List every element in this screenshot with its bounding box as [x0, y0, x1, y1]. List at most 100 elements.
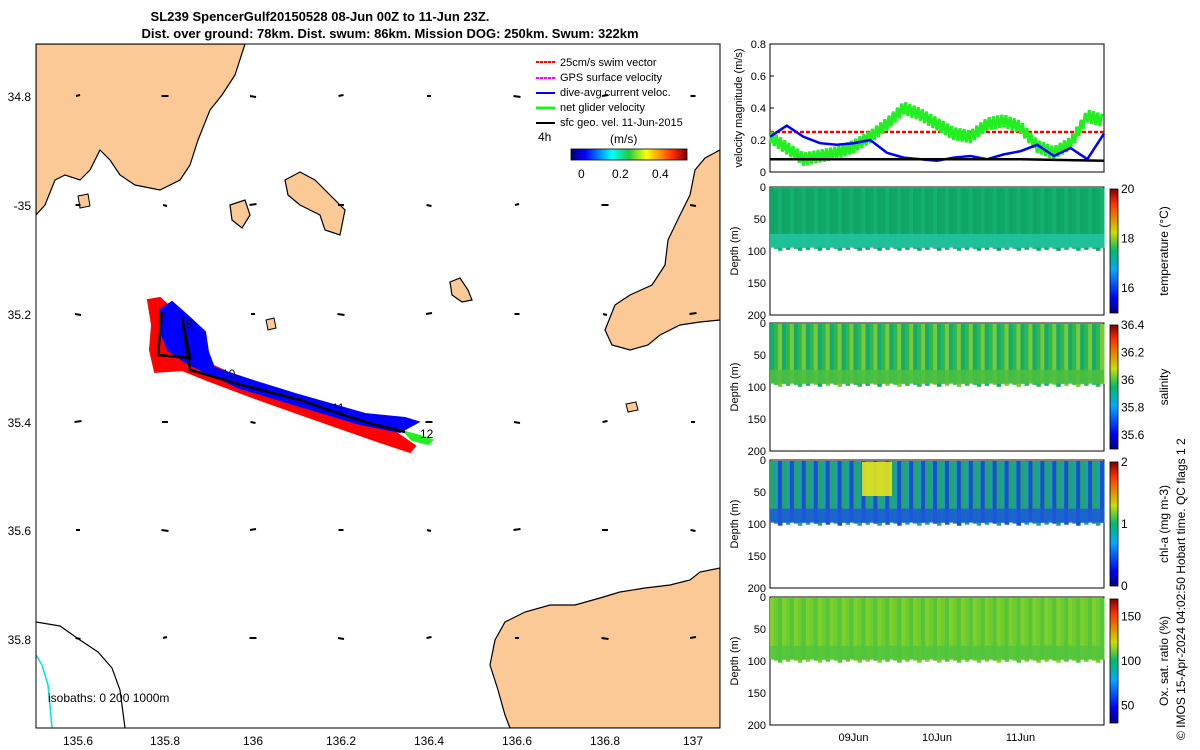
depth-tick: 0 — [760, 182, 766, 194]
section-data-column — [925, 188, 930, 250]
track-day-label: 10 — [222, 367, 236, 381]
section-data-column — [865, 188, 870, 250]
geo-arrow — [337, 313, 345, 316]
section-data-column — [984, 324, 990, 386]
section-data-column — [988, 461, 994, 522]
section-data-column — [893, 461, 898, 524]
section-data-column — [821, 598, 827, 660]
section-data-column — [980, 324, 986, 384]
geo-arrow — [74, 313, 82, 316]
section-data-column — [996, 598, 1002, 663]
colorbar-label: chl-a (mg m-3) — [1157, 485, 1171, 563]
sfc-geo-velocity-arrows — [74, 94, 697, 640]
section-data-column — [833, 188, 839, 249]
section-data-column — [857, 188, 862, 251]
section-data-column — [885, 188, 890, 250]
interval-label: 4h — [538, 130, 551, 144]
depth-axis-label: Depth (m) — [729, 637, 741, 686]
colorbar-tick: 20 — [1121, 182, 1135, 196]
section-data-column — [805, 461, 811, 525]
section-data-column — [1004, 324, 1010, 386]
section-data-column — [1064, 598, 1069, 662]
depth-tick: 100 — [748, 382, 766, 394]
section-data-column — [1076, 461, 1081, 526]
section-data-column — [956, 324, 962, 387]
section-data-column — [881, 324, 886, 384]
section-data-column — [853, 188, 858, 249]
section-data-column — [996, 188, 1002, 251]
section-data-column — [909, 461, 914, 522]
section-data-column — [809, 324, 815, 383]
section-data-column — [877, 598, 882, 663]
section-data-column — [793, 324, 799, 385]
section-data-column — [913, 188, 918, 249]
velocity-series — [768, 102, 1106, 166]
section-data-column — [797, 188, 803, 251]
section-data-column — [940, 598, 946, 660]
section-data-column — [853, 324, 858, 385]
legend-entry-dive-avg: dive-avg current veloc. — [536, 87, 671, 99]
depth-tick: 0 — [760, 592, 766, 604]
depth-tick: 0 — [760, 318, 766, 330]
section-data-column — [1028, 324, 1033, 383]
geo-arrow — [162, 636, 168, 639]
section-data-column — [1072, 598, 1077, 661]
section-data-column — [921, 461, 926, 523]
section-data-column — [980, 461, 986, 523]
section-data-column — [889, 598, 894, 659]
section-data-column — [897, 461, 902, 526]
section-data-column — [1092, 598, 1097, 661]
geo-arrow — [514, 203, 520, 206]
geo-arrow — [75, 637, 81, 640]
land-island — [625, 401, 639, 413]
section-data-column — [781, 461, 787, 523]
isobaths-label: isobaths: 0 200 1000m — [48, 691, 169, 705]
section-data-column — [849, 188, 854, 247]
section-data-column — [805, 598, 811, 662]
section-data-column — [1060, 598, 1065, 660]
section-data-column — [1040, 461, 1045, 523]
section-data-column — [833, 324, 839, 385]
section-data-column — [845, 598, 851, 662]
section-data-column — [944, 324, 950, 386]
section-data-column — [1060, 324, 1065, 384]
section-data-column — [813, 598, 819, 661]
section-data-column — [1088, 461, 1093, 522]
section-data-column — [976, 188, 982, 251]
map-panel: 9 10 11 12 25cm/s swim vector GPS surfac… — [8, 43, 721, 748]
section-data-column — [1068, 461, 1073, 522]
depth-tick: 50 — [754, 487, 766, 499]
section-data-column — [825, 598, 831, 662]
section-data-column — [1056, 188, 1061, 251]
land-east-coast — [604, 149, 720, 351]
section-panel-3: 0 50 100 150 200 Depth (m) 50 100 150 Ox. sat. ra… — [729, 592, 1171, 732]
section-data-column — [917, 188, 922, 251]
depth-tick: 100 — [748, 246, 766, 258]
legend-entry-sfc-geo: sfc geo. vel. 11-Jun-2015 — [536, 117, 683, 129]
section-data-column — [885, 324, 890, 386]
section-data-column — [937, 461, 942, 526]
geo-arrow — [689, 204, 697, 207]
section-data-column — [933, 324, 938, 385]
section-data-column — [797, 461, 803, 526]
section-data-column — [829, 324, 835, 383]
section-data-column — [1100, 188, 1105, 248]
colorbar-tick: 0.4 — [652, 167, 669, 181]
title-line-1: SL239 SpencerGulf20150528 08-Jun 00Z to … — [150, 9, 490, 24]
section-colorbar — [1109, 324, 1119, 450]
section-data-column — [1064, 188, 1069, 250]
section-data-column — [777, 598, 783, 663]
section-data-column — [952, 324, 958, 385]
section-panel-1: 0 50 100 150 200 Depth (m) 35.6 35.8 36 36.2 36.4 s… — [729, 318, 1171, 458]
section-data-column — [785, 188, 791, 250]
section-data-column — [992, 188, 998, 249]
section-data-column — [960, 324, 966, 384]
section-data-column — [992, 461, 998, 524]
section-data-column — [960, 598, 966, 660]
geo-arrow — [249, 95, 257, 98]
geo-arrow — [338, 94, 344, 97]
section-data-column — [813, 188, 819, 249]
section-data-column — [1064, 461, 1069, 525]
section-data-column — [789, 598, 795, 659]
section-data-column — [1048, 461, 1053, 522]
